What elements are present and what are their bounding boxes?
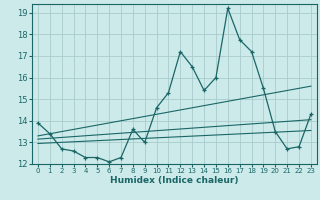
X-axis label: Humidex (Indice chaleur): Humidex (Indice chaleur) [110, 176, 239, 185]
